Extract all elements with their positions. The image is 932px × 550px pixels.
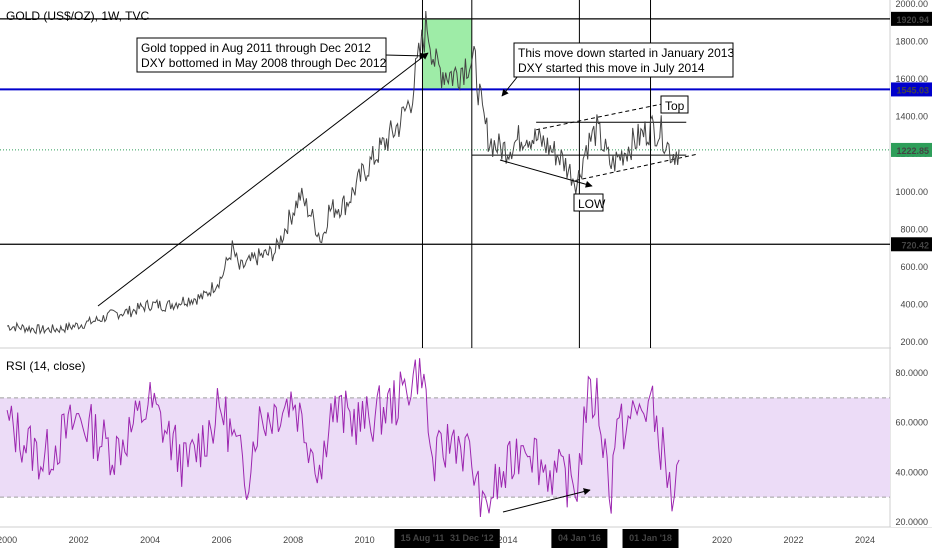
rsi-band — [0, 397, 890, 498]
time-tick-0: 2000 — [0, 535, 17, 545]
annotation-gold-topped-frame — [136, 37, 387, 73]
price-tick-3: 1400.00 — [895, 112, 928, 122]
annotation-move-down-line-0: This move down started in January 2013 — [518, 46, 734, 60]
date-marker-bg-2 — [551, 529, 608, 548]
arrow-to-low — [499, 159, 593, 188]
rsi-tick-0: 80.0000 — [895, 368, 928, 378]
date-marker-bg-3 — [622, 529, 679, 548]
dashed-upper-trend — [536, 99, 683, 131]
time-tick-5: 2010 — [355, 535, 375, 545]
time-tick-1: 2002 — [69, 535, 89, 545]
time-tick-10: 2020 — [712, 535, 732, 545]
annotation-gold-topped-line-1: DXY bottomed in May 2008 through Dec 201… — [141, 56, 387, 70]
rsi-tick-2: 40.0000 — [895, 467, 928, 477]
time-tick-2: 2004 — [140, 535, 160, 545]
annotation-low-line-0: LOW — [578, 197, 606, 211]
time-tick-4: 2008 — [283, 535, 303, 545]
date-marker-1: 31 Dec '12 — [450, 533, 494, 543]
rsi-pane-title: RSI (14, close) — [6, 359, 85, 373]
price-tick-0: 2000.00 — [895, 0, 928, 9]
time-tick-11: 2022 — [783, 535, 803, 545]
price-pane-title: GOLD (US$/OZ), 1W, TVC — [6, 9, 149, 23]
annotation-move-down-frame — [513, 42, 734, 78]
price-tick-7: 600.00 — [900, 262, 928, 272]
annotation-gold-topped: Gold topped in Aug 2011 through Dec 2012… — [136, 37, 387, 73]
price-label-bg-3 — [891, 237, 932, 252]
annotation-move-down: This move down started in January 2013DX… — [513, 42, 734, 78]
price-label-0: 1920.94 — [896, 15, 929, 25]
rsi-series — [6, 358, 680, 518]
price-label-bg-0 — [891, 11, 932, 26]
rsi-tick-1: 60.0000 — [895, 418, 928, 428]
price-label-1: 1545.03 — [896, 85, 929, 95]
price-tick-2: 1600.00 — [895, 74, 928, 84]
price-tick-5: 1000.00 — [895, 187, 928, 197]
price-tick-1: 1800.00 — [895, 37, 928, 47]
price-label-2: 1222.85 — [896, 146, 929, 156]
arrow-move-down — [501, 75, 519, 97]
date-marker-3: 01 Jan '18 — [629, 533, 672, 543]
date-marker-bg-1 — [443, 529, 500, 548]
price-tick-8: 400.00 — [900, 299, 928, 309]
date-marker-2: 04 Jan '16 — [558, 533, 601, 543]
time-tick-7: 2014 — [498, 535, 518, 545]
annotation-top-frame — [660, 95, 689, 114]
annotation-move-down-line-1: DXY started this move in July 2014 — [518, 61, 705, 75]
price-tick-9: 200.00 — [900, 337, 928, 347]
annotation-low: LOW — [573, 193, 606, 212]
annotation-top: Top — [660, 95, 689, 114]
price-label-bg-1 — [891, 82, 932, 97]
annotation-gold-topped-line-0: Gold topped in Aug 2011 through Dec 2012 — [141, 41, 371, 55]
date-marker-0: 15 Aug '11 — [401, 533, 445, 543]
price-label-bg-2 — [891, 142, 932, 157]
arrow-rsi-divergence — [502, 488, 591, 513]
time-tick-12: 2024 — [855, 535, 875, 545]
price-tick-6: 800.00 — [900, 224, 928, 234]
price-label-3: 720.42 — [901, 240, 929, 250]
arrow-top-callout — [384, 52, 427, 60]
gold-price-series — [6, 10, 680, 335]
date-marker-bg-0 — [394, 529, 451, 548]
annotation-top-line-0: Top — [665, 99, 685, 113]
time-tick-3: 2006 — [212, 535, 232, 545]
annotation-low-frame — [573, 193, 604, 212]
arrow-long-uptrend — [97, 52, 429, 307]
rsi-tick-3: 20.0000 — [895, 517, 928, 527]
